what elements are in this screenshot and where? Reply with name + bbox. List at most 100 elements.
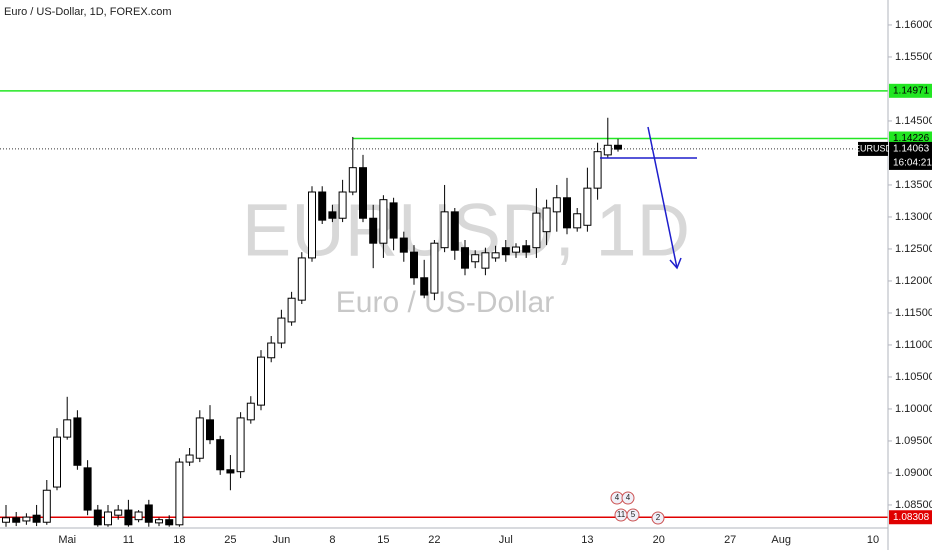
event-count: 5 <box>631 510 636 519</box>
candle-body <box>389 202 398 239</box>
symbol-box <box>858 141 888 156</box>
candle-body <box>461 247 469 269</box>
event-count: 4 <box>615 493 620 502</box>
x-tick-label: 13 <box>581 534 593 546</box>
candle-body <box>379 199 388 244</box>
candle-body <box>114 509 123 516</box>
candle-body <box>155 519 163 524</box>
candle-body <box>501 247 510 256</box>
candle-body <box>450 211 459 251</box>
chart-title: Euro / US-Dollar, 1D, FOREX.com <box>4 6 172 18</box>
candle-body <box>420 277 429 296</box>
candle-body <box>216 439 225 471</box>
x-tick-label: Jul <box>499 534 513 546</box>
candle-body <box>338 191 347 219</box>
candle-body <box>246 402 255 421</box>
candle-body <box>430 242 439 294</box>
candle-body <box>134 511 143 521</box>
candle-body <box>277 317 286 344</box>
event-badge <box>626 508 640 522</box>
y-tick-label: 1.12500 <box>895 243 932 255</box>
event-badge <box>651 511 665 525</box>
candle-body <box>83 467 92 511</box>
y-tick-label: 1.13500 <box>895 179 932 191</box>
y-tick-label: 1.16000 <box>895 19 932 31</box>
drawn-arrow <box>647 126 678 269</box>
y-tick-label: 1.10500 <box>895 371 932 383</box>
y-tick-label: 1.10000 <box>895 403 932 415</box>
y-tick-label: 1.11000 <box>895 339 932 351</box>
event-count: 4 <box>626 493 631 502</box>
candle-body <box>287 297 296 323</box>
candle-body <box>104 511 112 526</box>
plot <box>0 90 888 527</box>
candle-body <box>22 516 31 522</box>
candle-body <box>175 461 184 526</box>
candle-body <box>369 217 378 244</box>
y-tick-label: 1.11500 <box>895 307 932 319</box>
candle-body <box>267 342 276 359</box>
candle-body <box>491 252 500 259</box>
candle-body <box>328 211 337 219</box>
candle-body <box>42 489 51 523</box>
y-tick-label: 1.13000 <box>895 211 932 223</box>
event-count: 2 <box>656 513 661 522</box>
candle-body <box>53 436 61 488</box>
level-label: 1.08308 <box>893 512 930 523</box>
candle-body <box>73 417 82 466</box>
candle-body <box>297 257 306 301</box>
candle-body <box>542 207 551 233</box>
candle-body <box>236 417 245 473</box>
y-tick-label: 1.15500 <box>895 51 932 63</box>
arrow-head <box>669 257 682 270</box>
x-tick-label: 10 <box>867 534 879 546</box>
candle-body <box>63 419 72 438</box>
candle-body <box>399 237 408 253</box>
candle-body <box>603 144 612 156</box>
x-tick-label: Aug <box>771 534 791 546</box>
candle-body <box>359 167 367 219</box>
x-tick-label: 27 <box>724 534 736 546</box>
x-tick-label: Jun <box>273 534 291 546</box>
candle-body <box>348 167 357 193</box>
candle-body <box>573 213 582 229</box>
level-label: 1.14971 <box>893 85 930 96</box>
countdown-label: 16:04:21 <box>893 158 932 169</box>
candle-body <box>2 517 10 523</box>
level-label: 1.14226 <box>893 133 930 144</box>
candle-body <box>165 519 174 526</box>
last-price-label: 1.14063 <box>893 144 930 155</box>
x-tick-label: 11 <box>123 534 134 546</box>
candle-body <box>593 151 602 189</box>
candle-body <box>512 246 520 253</box>
level-label-box <box>889 83 932 98</box>
candle-body <box>552 197 561 213</box>
candle-body <box>563 197 571 229</box>
candle-body <box>144 504 153 523</box>
candle-body <box>318 191 327 221</box>
y-tick-label: 1.14500 <box>895 115 932 127</box>
candle-body <box>522 245 531 253</box>
candle-body <box>32 514 41 523</box>
candle-body <box>93 509 102 526</box>
candle-body <box>226 469 235 474</box>
x-tick-label: 22 <box>428 534 440 546</box>
last-price-box <box>889 141 932 170</box>
candle-body <box>410 251 418 279</box>
candle-body <box>614 144 622 150</box>
y-tick-label: 1.09500 <box>895 435 932 447</box>
y-tick-label: 1.12000 <box>895 275 932 287</box>
x-tick-label: 15 <box>377 534 389 546</box>
event-count: 11 <box>617 510 626 519</box>
x-tick-label: 18 <box>173 534 185 546</box>
candle-body <box>195 417 204 459</box>
candle-body <box>583 187 592 226</box>
candle-body <box>471 254 480 263</box>
candle-body <box>12 517 21 523</box>
candle-body <box>481 252 490 269</box>
event-badge <box>621 491 635 505</box>
level-label-box <box>889 510 932 525</box>
candle-body <box>308 191 316 259</box>
